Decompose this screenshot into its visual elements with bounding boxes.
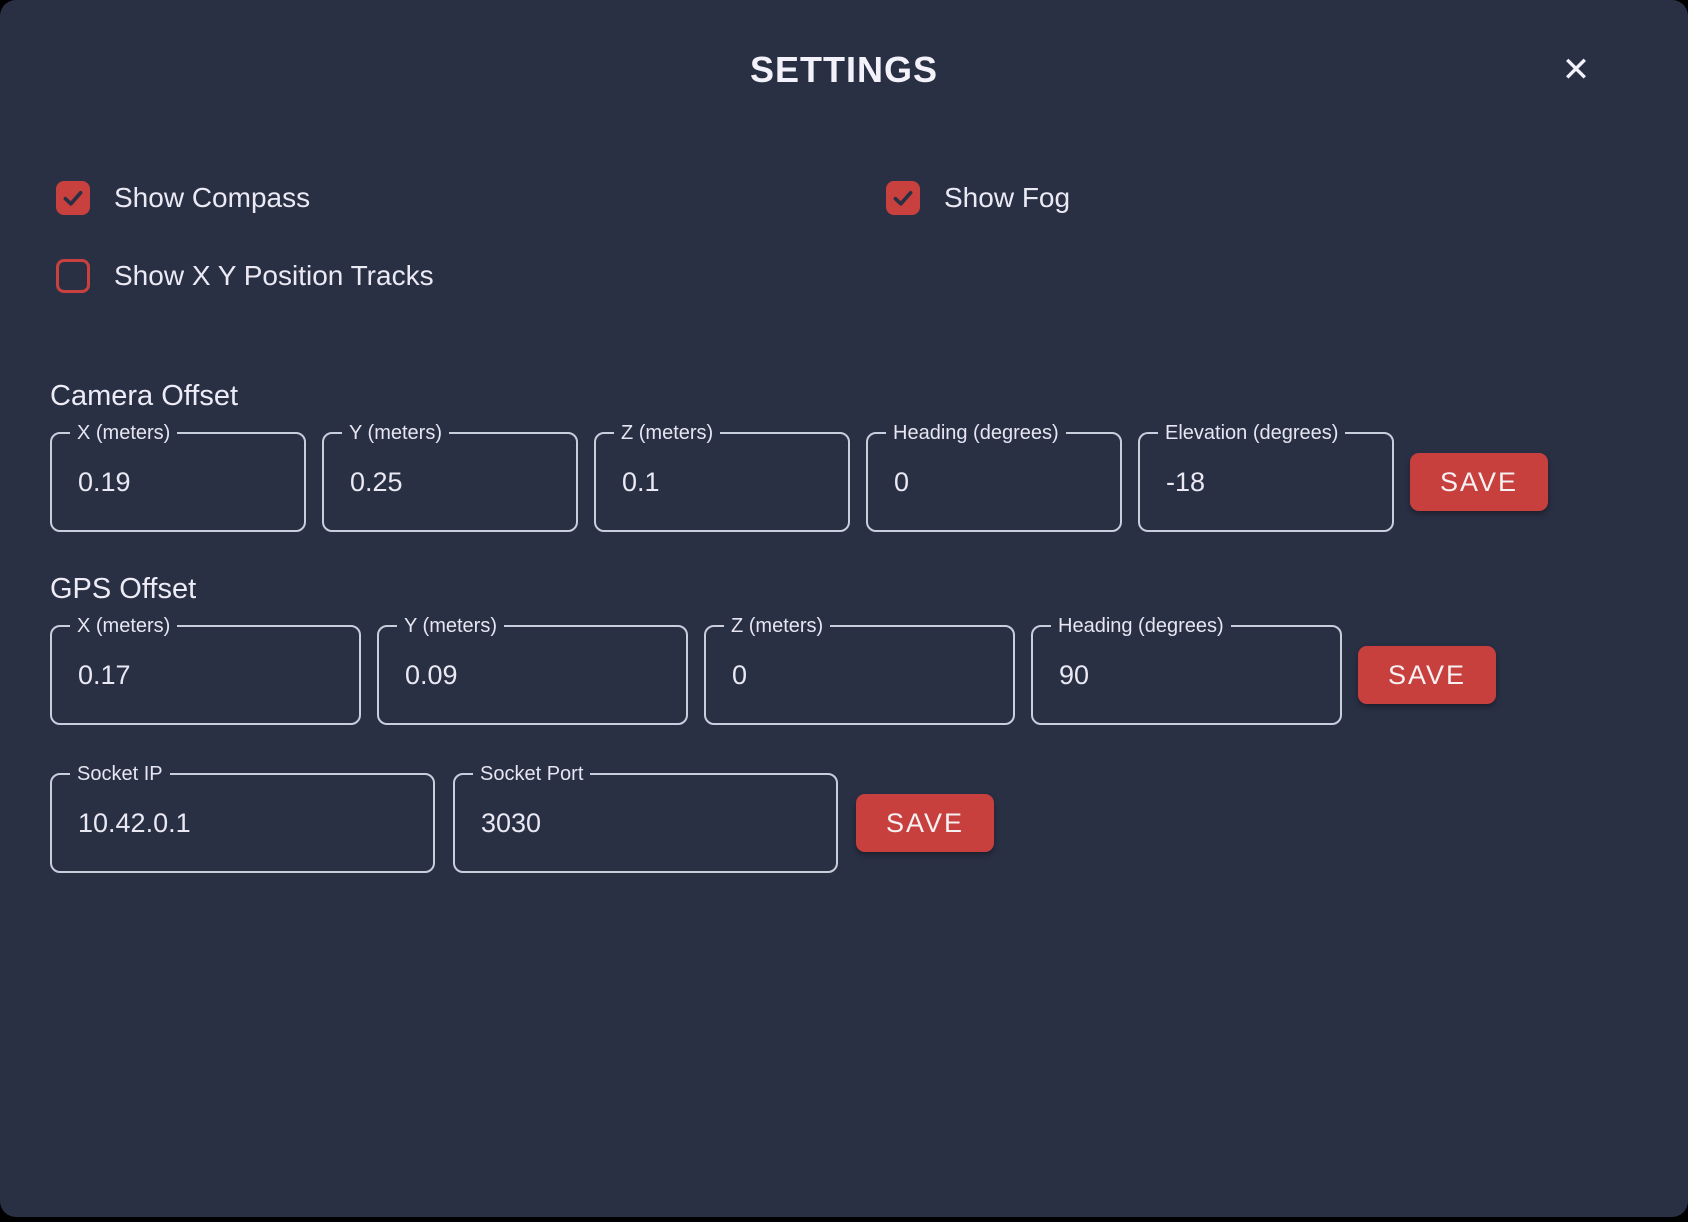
close-icon[interactable]: ✕ [1554,48,1598,92]
show-xy-tracks-label: Show X Y Position Tracks [114,260,434,291]
gps-y-input[interactable] [379,659,686,691]
camera-z-input[interactable] [596,466,848,498]
gps-offset-heading: GPS Offset [50,573,197,605]
socket-save-button[interactable]: SAVE [856,794,994,852]
gps-heading-input[interactable] [1033,659,1340,691]
camera-z-field: Z (meters) [594,420,850,532]
socket-port-field: Socket Port [453,761,838,873]
gps-heading-field: Heading (degrees) [1031,613,1342,725]
camera-y-label: Y (meters) [342,420,449,446]
socket-ip-label: Socket IP [70,761,170,787]
camera-heading-input[interactable] [868,466,1120,498]
toggle-options: Show Compass Show Fog Show X Y Position … [56,180,1638,294]
camera-y-field: Y (meters) [322,420,578,532]
gps-x-field: X (meters) [50,613,361,725]
check-icon [63,190,83,206]
camera-x-field: X (meters) [50,420,306,532]
dialog-title: SETTINGS [749,49,939,90]
camera-z-label: Z (meters) [614,420,721,446]
gps-z-input[interactable] [706,659,1013,691]
gps-y-field: Y (meters) [377,613,688,725]
gps-z-label: Z (meters) [724,613,831,639]
camera-elevation-field: Elevation (degrees) [1138,420,1394,532]
show-xy-tracks-checkbox-row[interactable]: Show X Y Position Tracks [56,258,886,294]
camera-elevation-input[interactable] [1140,466,1392,498]
gps-z-field: Z (meters) [704,613,1015,725]
socket-port-input[interactable] [455,807,836,839]
camera-y-input[interactable] [324,466,576,498]
gps-offset-save-button[interactable]: SAVE [1358,646,1496,704]
check-icon [893,190,913,206]
show-fog-checkbox[interactable] [886,181,920,215]
show-fog-label: Show Fog [944,182,1071,213]
show-compass-checkbox-row[interactable]: Show Compass [56,180,886,216]
socket-row: Socket IP Socket Port SAVE [50,761,1638,873]
camera-offset-row: X (meters) Y (meters) Z (meters) Heading… [50,420,1638,532]
socket-ip-field: Socket IP [50,761,435,873]
camera-heading-label: Heading (degrees) [886,420,1066,446]
camera-heading-field: Heading (degrees) [866,420,1122,532]
gps-x-input[interactable] [52,659,359,691]
gps-offset-row: X (meters) Y (meters) Z (meters) Heading… [50,613,1638,725]
gps-heading-label: Heading (degrees) [1051,613,1231,639]
show-compass-label: Show Compass [114,182,311,213]
show-compass-checkbox[interactable] [56,181,90,215]
show-xy-tracks-checkbox[interactable] [56,259,90,293]
camera-elevation-label: Elevation (degrees) [1158,420,1346,446]
camera-x-input[interactable] [52,466,304,498]
gps-x-label: X (meters) [70,613,178,639]
camera-offset-heading: Camera Offset [50,380,239,412]
socket-ip-input[interactable] [52,807,433,839]
camera-offset-save-button[interactable]: SAVE [1410,453,1548,511]
socket-port-label: Socket Port [473,761,591,787]
camera-x-label: X (meters) [70,420,178,446]
show-fog-checkbox-row[interactable]: Show Fog [886,180,1638,216]
gps-y-label: Y (meters) [397,613,504,639]
